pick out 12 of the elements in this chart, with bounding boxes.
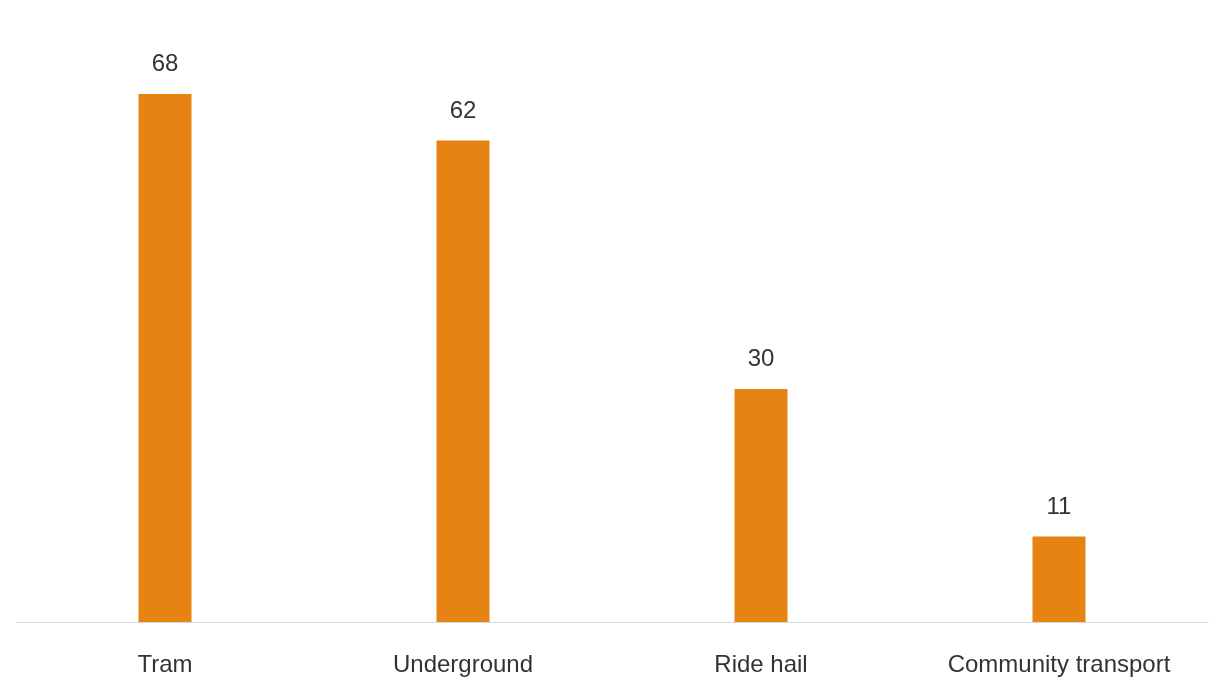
data-label: 11 xyxy=(1046,491,1072,519)
data-label: 62 xyxy=(449,95,477,123)
x-tick-label: Tram xyxy=(137,649,193,677)
x-tick-label: Underground xyxy=(392,649,534,677)
data-label: 68 xyxy=(151,49,179,76)
bar xyxy=(138,94,192,622)
bar xyxy=(1032,536,1086,622)
data-label: 30 xyxy=(747,344,775,372)
bar xyxy=(436,140,490,622)
bar xyxy=(734,389,788,622)
x-tick-label: Community transport xyxy=(947,649,1171,677)
x-tick-label: Ride hail xyxy=(714,649,808,677)
